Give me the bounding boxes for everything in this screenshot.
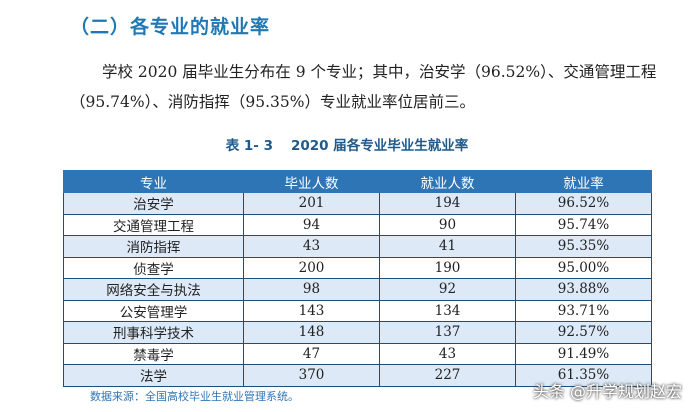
cell-major: 治安学	[63, 192, 244, 215]
data-source-note: 数据来源：全国高校毕业生就业管理系统。	[90, 390, 299, 403]
cell-employed: 43	[379, 342, 516, 365]
cell-employed: 90	[379, 213, 516, 236]
cell-major: 法学	[63, 364, 244, 387]
cell-employed: 190	[379, 256, 516, 279]
watermark: 头条 @升学规划赵宏	[532, 382, 682, 401]
cell-rate: 61.35%	[515, 364, 652, 387]
cell-major: 交通管理工程	[63, 213, 244, 236]
cell-graduates: 47	[243, 342, 380, 365]
cell-major: 侦查学	[63, 256, 244, 279]
paragraph-line-1: 学校 2020 届毕业生分布在 9 个专业；其中，治安学（96.52%）、交通管…	[102, 63, 657, 81]
cell-major: 刑事科学技术	[63, 321, 244, 344]
summary-paragraph: 学校 2020 届毕业生分布在 9 个专业；其中，治安学（96.52%）、交通管…	[70, 57, 688, 117]
cell-rate: 93.71%	[515, 299, 652, 322]
cell-graduates: 94	[243, 213, 380, 236]
paragraph-line-2: （95.74%）、消防指挥（95.35%）专业就业率位居前三。	[70, 93, 475, 111]
cell-employed: 92	[379, 278, 516, 301]
header-major: 专业	[63, 170, 244, 193]
header-employed: 就业人数	[379, 170, 516, 193]
cell-employed: 134	[379, 299, 516, 322]
header-graduates: 毕业人数	[243, 170, 380, 193]
cell-rate: 95.00%	[515, 256, 652, 279]
cell-graduates: 98	[243, 278, 380, 301]
header-rate: 就业率	[515, 170, 652, 193]
cell-employed: 227	[379, 364, 516, 387]
employment-rate-table: 专业 毕业人数 就业人数 就业率 治安学 201 194 96.52% 交通管理工程 94…	[63, 170, 652, 387]
cell-graduates: 43	[243, 235, 380, 258]
cell-employed: 194	[379, 192, 516, 215]
cell-graduates: 370	[243, 364, 380, 387]
table-row: 交通管理工程 94 90 95.74%	[63, 213, 652, 236]
table-row: 公安管理学 143 134 93.71%	[63, 299, 652, 322]
table-caption: 表 1- 3 2020 届各专业毕业生就业率	[0, 134, 694, 154]
cell-graduates: 143	[243, 299, 380, 322]
cell-rate: 93.88%	[515, 278, 652, 301]
cell-major: 网络安全与执法	[63, 278, 244, 301]
table-row: 消防指挥 43 41 95.35%	[63, 235, 652, 258]
cell-major: 消防指挥	[63, 235, 244, 258]
cell-rate: 95.74%	[515, 213, 652, 236]
table-header-row: 专业 毕业人数 就业人数 就业率	[63, 170, 652, 193]
table-row: 法学 370 227 61.35%	[63, 364, 652, 387]
table-row: 侦查学 200 190 95.00%	[63, 256, 652, 279]
cell-rate: 92.57%	[515, 321, 652, 344]
cell-rate: 95.35%	[515, 235, 652, 258]
section-title: （二）各专业的就业率	[70, 16, 271, 38]
cell-graduates: 201	[243, 192, 380, 215]
cell-rate: 96.52%	[515, 192, 652, 215]
table-row: 治安学 201 194 96.52%	[63, 192, 652, 215]
table-row: 禁毒学 47 43 91.49%	[63, 342, 652, 365]
cell-graduates: 200	[243, 256, 380, 279]
cell-employed: 137	[379, 321, 516, 344]
cell-major: 公安管理学	[63, 299, 244, 322]
cell-major: 禁毒学	[63, 342, 244, 365]
table-row: 网络安全与执法 98 92 93.88%	[63, 278, 652, 301]
table-row: 刑事科学技术 148 137 92.57%	[63, 321, 652, 344]
table-number: 表 1- 3	[225, 138, 273, 154]
table-title: 2020 届各专业毕业生就业率	[291, 138, 469, 154]
cell-graduates: 148	[243, 321, 380, 344]
cell-employed: 41	[379, 235, 516, 258]
cell-rate: 91.49%	[515, 342, 652, 365]
